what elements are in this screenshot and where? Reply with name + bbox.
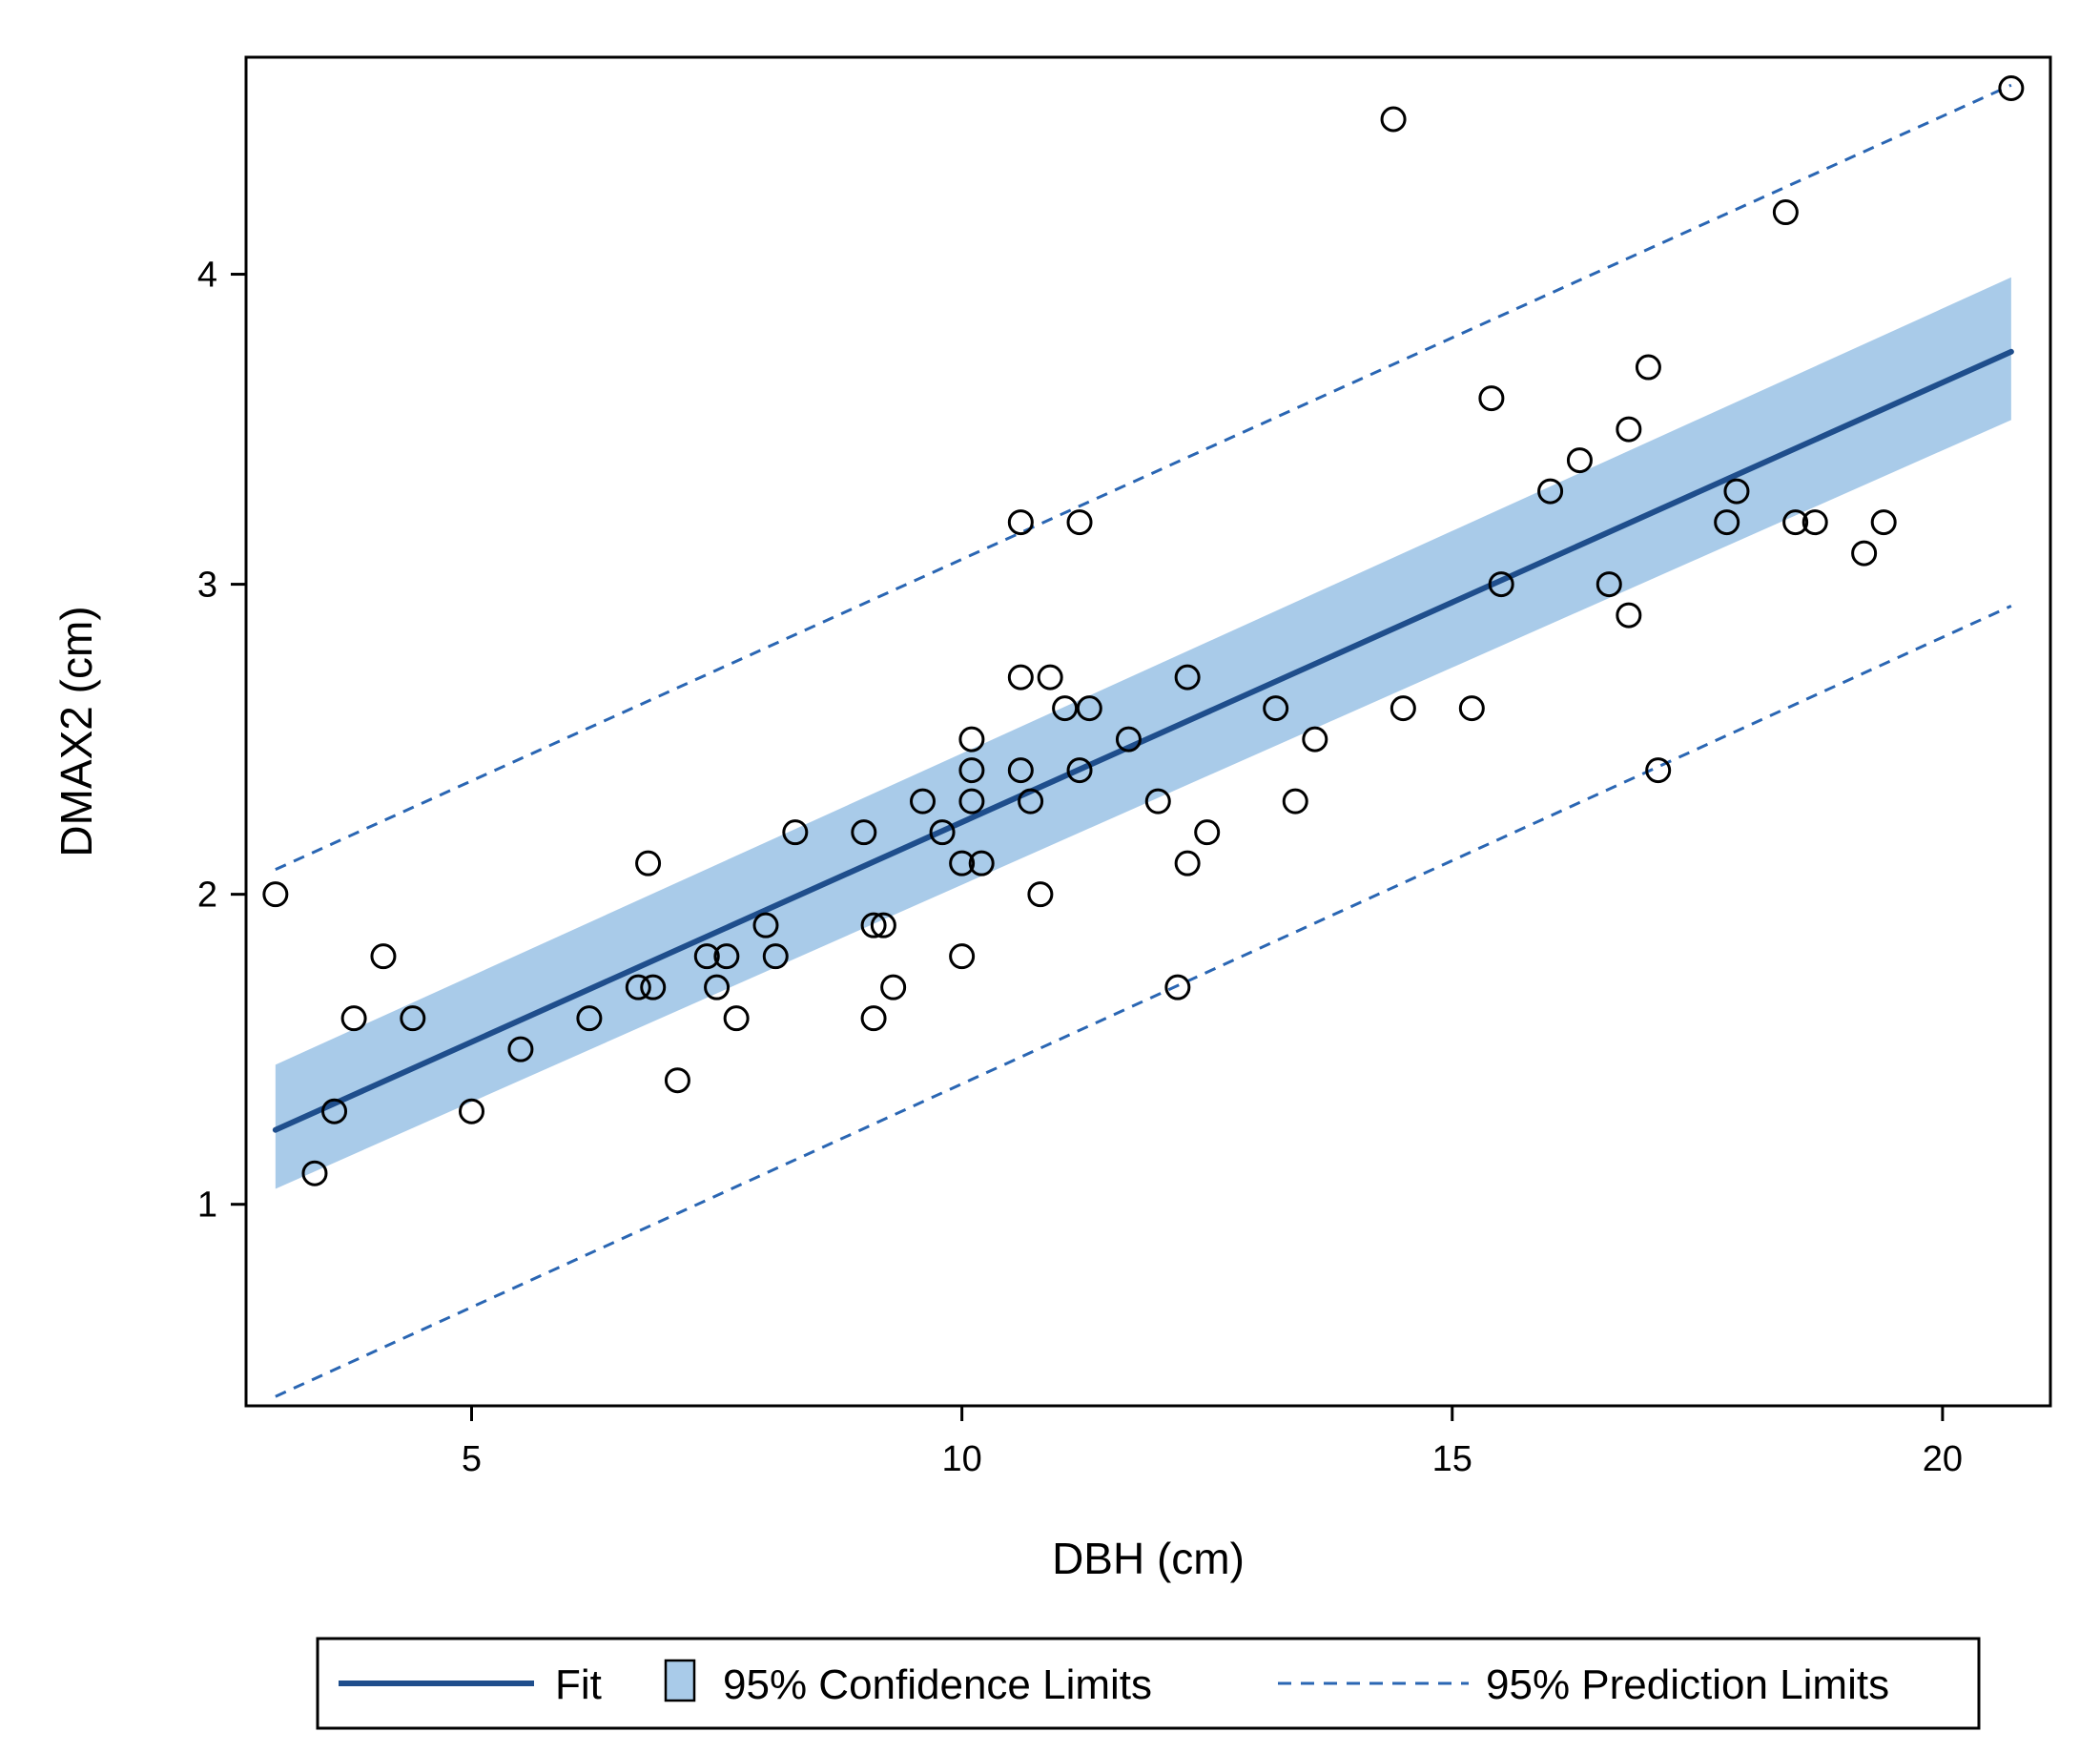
data-point [949, 943, 976, 970]
data-point [400, 1005, 426, 1032]
data-point [459, 1098, 484, 1124]
data-point [860, 1005, 887, 1032]
data-point [507, 1036, 534, 1062]
x-tick-label: 15 [1432, 1439, 1472, 1479]
legend-fit-label: Fit [555, 1661, 602, 1708]
x-axis-title: DBH (cm) [1052, 1534, 1245, 1583]
data-point [1723, 478, 1750, 505]
data-point [1596, 571, 1622, 598]
legend-confidence-swatch [664, 1659, 696, 1702]
data-point [1282, 788, 1308, 815]
data-point [1772, 199, 1799, 226]
data-point [1027, 881, 1054, 908]
data-point [1144, 788, 1171, 815]
prediction-upper-line [275, 83, 2012, 872]
data-point [340, 1005, 367, 1032]
data-point [1263, 695, 1289, 722]
data-point [1007, 757, 1034, 784]
data-point [723, 1005, 750, 1032]
y-tick-label: 3 [197, 566, 217, 606]
data-point [370, 943, 397, 970]
data-point [321, 1098, 348, 1124]
data-point [949, 850, 976, 876]
y-tick-label: 4 [197, 256, 217, 296]
data-point [576, 1005, 603, 1032]
data-point [958, 788, 985, 815]
data-point [1380, 106, 1407, 133]
data-point [713, 943, 740, 970]
data-point [929, 819, 956, 846]
data-point [664, 1067, 690, 1094]
plot-area [262, 75, 2025, 1398]
data-point [1066, 757, 1093, 784]
data-point [958, 757, 985, 784]
data-point [910, 788, 936, 815]
data-point [1052, 695, 1079, 722]
x-tick-label: 10 [941, 1439, 981, 1479]
data-point [635, 850, 662, 876]
axes: 5 10 15 20 1 2 3 4 [197, 256, 1963, 1479]
legend-box [316, 1637, 1981, 1730]
data-point [1851, 540, 1878, 567]
data-point [693, 943, 720, 970]
data-point [752, 912, 779, 938]
data-point [704, 974, 731, 1000]
data-point [782, 819, 809, 846]
data-point [1616, 416, 1642, 443]
data-point [1007, 664, 1034, 691]
data-point [1174, 664, 1201, 691]
data-point [968, 850, 995, 876]
data-point [1302, 726, 1328, 753]
data-point [958, 726, 985, 753]
fit-line [272, 348, 2014, 1133]
data-point [1018, 788, 1044, 815]
data-point [880, 974, 907, 1000]
data-point [1390, 695, 1416, 722]
data-point [1998, 75, 2025, 102]
data-point [1037, 664, 1063, 691]
data-point [640, 974, 667, 1000]
data-point [1714, 509, 1740, 536]
data-point [1115, 726, 1142, 753]
x-tick-label: 5 [462, 1439, 482, 1479]
legend-prediction-label: 95% Prediction Limits [1486, 1661, 1889, 1708]
data-point [1616, 602, 1642, 629]
data-point [301, 1160, 328, 1186]
x-tick-label: 20 [1923, 1439, 1963, 1479]
data-point [851, 819, 877, 846]
data-point [860, 912, 887, 938]
data-point [1478, 385, 1505, 412]
plot-frame [244, 55, 2052, 1408]
data-point [1537, 478, 1564, 505]
confidence-band [275, 277, 2011, 1189]
legend: Fit 95% Confidence Limits 95% Prediction… [316, 1637, 1981, 1730]
y-tick-label: 1 [197, 1186, 217, 1226]
data-point [1007, 509, 1034, 536]
data-point [1566, 447, 1593, 474]
data-point [625, 974, 651, 1000]
prediction-lower-line [275, 604, 2012, 1398]
y-axis-title: DMAX2 (cm) [51, 606, 101, 856]
data-point [1164, 974, 1191, 1000]
data-point [262, 881, 289, 908]
legend-confidence-label: 95% Confidence Limits [723, 1661, 1152, 1708]
data-point [1635, 354, 1661, 381]
data-point [1645, 757, 1672, 784]
data-point [1782, 509, 1809, 536]
y-tick-label: 2 [197, 876, 217, 916]
data-point [762, 943, 789, 970]
data-point [870, 912, 896, 938]
data-point [1076, 695, 1102, 722]
data-point [1801, 509, 1828, 536]
data-point [1870, 509, 1897, 536]
data-point [1066, 509, 1093, 536]
data-point [1174, 850, 1201, 876]
data-point [1194, 819, 1221, 846]
data-point [1458, 695, 1485, 722]
data-point [1488, 571, 1514, 598]
